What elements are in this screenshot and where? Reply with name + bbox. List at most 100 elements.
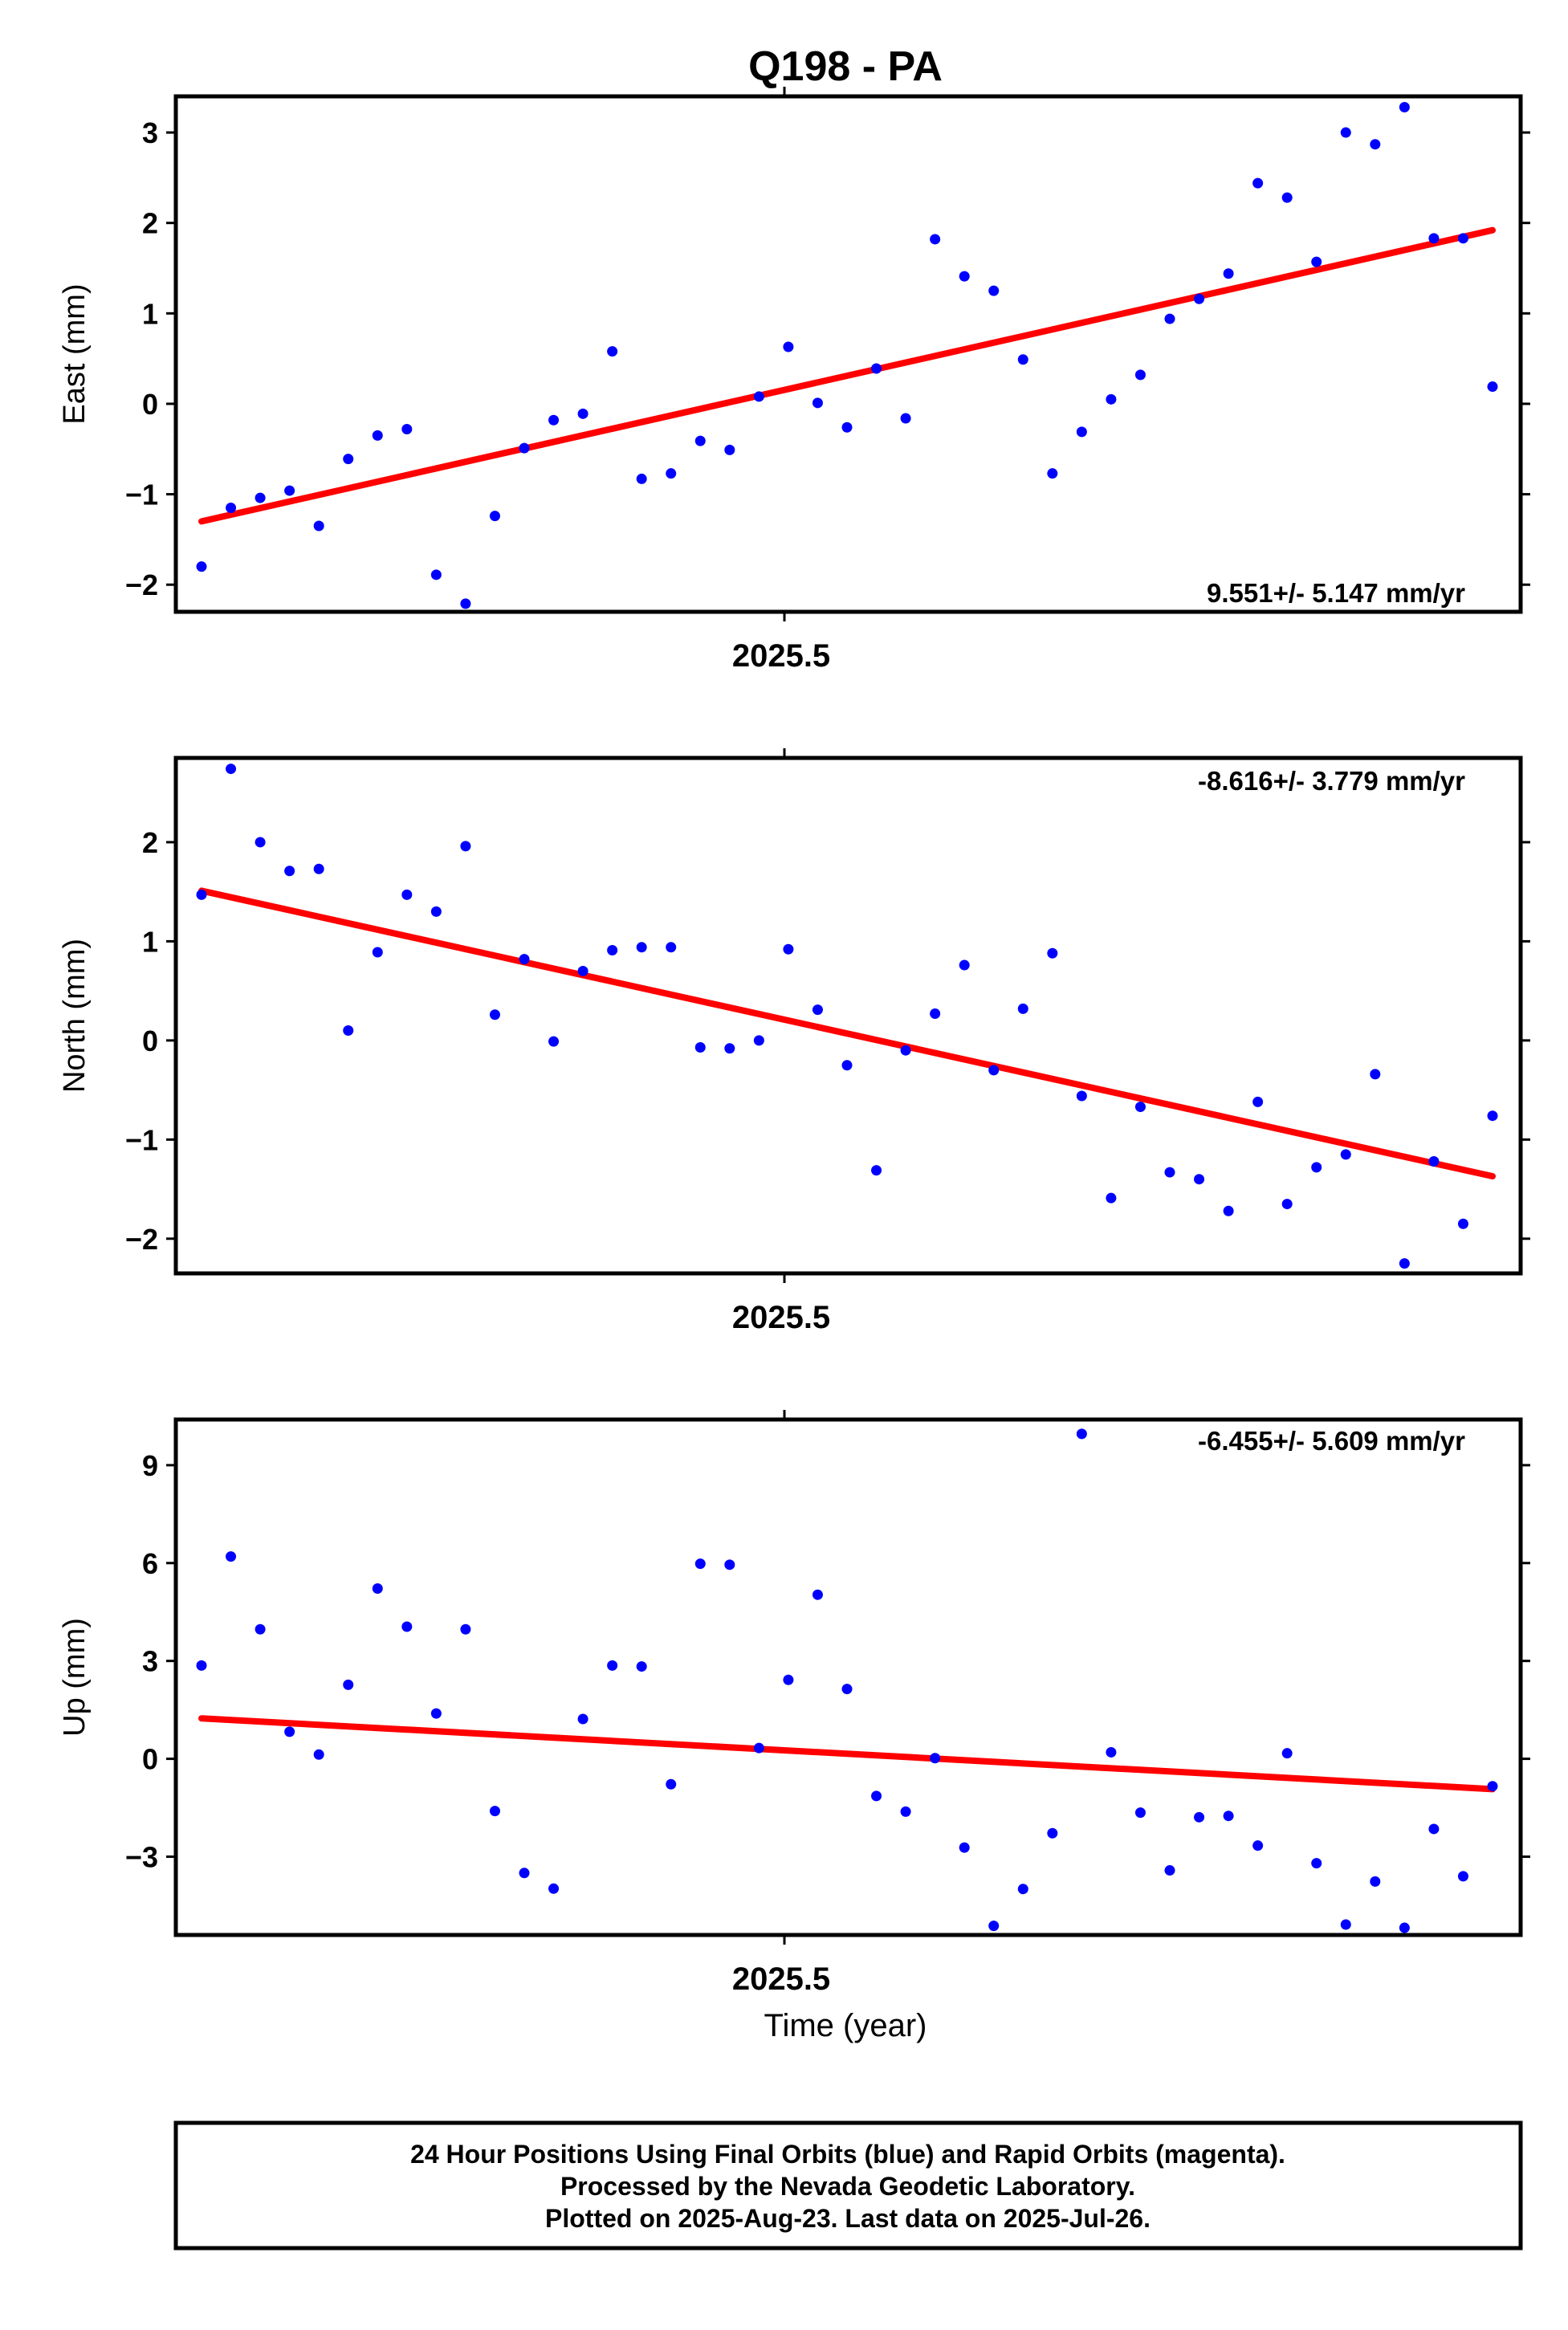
up-data-point: [1487, 1781, 1498, 1792]
up-data-point: [900, 1806, 911, 1817]
north-data-point: [607, 945, 618, 956]
north-trend-line: [198, 887, 1496, 1180]
north-y-tick-label: 2: [142, 826, 158, 859]
up-data-point: [226, 1551, 237, 1562]
east-data-point: [372, 430, 383, 441]
north-data-point: [313, 863, 324, 874]
north-data-point: [900, 1045, 911, 1056]
up-data-point: [401, 1621, 413, 1632]
up-data-point: [313, 1749, 324, 1760]
north-data-point: [577, 965, 589, 976]
east-x-tick-label: 2025.5: [732, 638, 830, 674]
north-data-point: [196, 889, 207, 900]
up-y-tick-label: −3: [125, 1840, 158, 1873]
up-data-point: [724, 1559, 735, 1570]
up-data-point: [255, 1623, 266, 1635]
east-data-point: [226, 502, 237, 513]
east-data-point: [1428, 233, 1440, 244]
east-data-point: [284, 485, 295, 496]
up-data-point: [1340, 1919, 1351, 1930]
east-data-point: [666, 468, 677, 479]
up-y-tick-label: 0: [142, 1743, 158, 1776]
north-data-point: [1428, 1155, 1440, 1167]
up-data-point: [753, 1742, 764, 1754]
north-rate-label: -8.616+/- 3.779 mm/yr: [1198, 766, 1465, 796]
east-data-point: [1164, 313, 1175, 324]
up-data-point: [1223, 1811, 1234, 1822]
up-data-point: [959, 1842, 970, 1853]
north-y-axis-label: North (mm): [58, 939, 92, 1093]
north-data-point: [226, 764, 237, 775]
north-data-point: [1370, 1069, 1381, 1080]
east-data-point: [519, 442, 530, 454]
north-y-tick-label: 1: [142, 925, 158, 958]
east-data-point: [694, 435, 706, 446]
east-data-point: [1017, 354, 1028, 365]
up-data-point: [430, 1708, 442, 1719]
east-data-point: [1223, 268, 1234, 279]
north-data-point: [1399, 1258, 1410, 1269]
north-data-point: [1252, 1096, 1264, 1107]
north-data-point: [1106, 1192, 1117, 1204]
up-data-point: [783, 1674, 794, 1685]
north-data-point: [812, 1004, 823, 1016]
east-data-point: [343, 454, 354, 465]
north-data-point: [1164, 1167, 1175, 1178]
footer-line-3: Plotted on 2025-Aug-23. Last data on 202…: [545, 2204, 1151, 2233]
north-data-point: [988, 1065, 1000, 1076]
up-y-axis-label: Up (mm): [58, 1618, 92, 1737]
north-data-point: [930, 1008, 941, 1020]
up-data-point: [343, 1679, 354, 1690]
up-data-point: [489, 1806, 500, 1817]
up-data-point: [1106, 1746, 1117, 1758]
east-trend-line: [198, 226, 1496, 525]
north-data-point: [489, 1009, 500, 1020]
up-data-point: [1047, 1827, 1058, 1839]
east-data-point: [900, 413, 911, 424]
north-data-point: [401, 889, 413, 900]
up-data-point: [1399, 1922, 1410, 1933]
up-data-point: [666, 1778, 677, 1790]
up-data-point: [1428, 1823, 1440, 1835]
up-data-point: [1281, 1748, 1293, 1759]
north-data-point: [548, 1036, 560, 1047]
east-data-point: [724, 444, 735, 455]
east-data-point: [1340, 127, 1351, 138]
east-data-point: [577, 408, 589, 419]
east-rate-label: 9.551+/- 5.147 mm/yr: [1207, 578, 1465, 608]
east-y-tick-label: 3: [142, 116, 158, 149]
up-data-point: [841, 1684, 853, 1695]
north-y-tick-label: 0: [142, 1024, 158, 1057]
east-data-point: [783, 341, 794, 352]
north-data-point: [724, 1043, 735, 1054]
north-data-point: [783, 943, 794, 955]
east-data-point: [1457, 233, 1468, 244]
up-data-point: [519, 1868, 530, 1879]
north-data-point: [1076, 1090, 1087, 1102]
east-data-point: [1281, 192, 1293, 203]
east-data-point: [636, 473, 647, 484]
north-data-point: [1134, 1102, 1146, 1113]
north-data-point: [1311, 1162, 1322, 1173]
east-data-point: [1134, 369, 1146, 381]
north-data-point: [255, 837, 266, 848]
east-data-point: [1194, 293, 1205, 304]
north-data-point: [1047, 947, 1058, 959]
north-data-point: [1223, 1205, 1234, 1216]
north-plot-frame: [173, 756, 1523, 1276]
east-y-tick-label: −2: [125, 568, 158, 601]
north-data-point: [694, 1042, 706, 1053]
east-data-point: [753, 391, 764, 402]
east-data-point: [812, 397, 823, 409]
east-data-point: [1311, 256, 1322, 267]
up-data-point: [694, 1558, 706, 1570]
east-data-point: [1370, 139, 1381, 150]
north-data-point: [1281, 1199, 1293, 1210]
north-x-tick-label: 2025.5: [732, 1300, 830, 1335]
up-panel: Up (mm) 2025.5 Time (year) -6.455+/- 5.6…: [58, 1410, 1530, 2043]
north-data-point: [284, 866, 295, 877]
east-data-point: [313, 520, 324, 532]
north-data-point: [1194, 1174, 1205, 1185]
up-data-point: [1194, 1811, 1205, 1823]
east-y-tick-label: −1: [125, 479, 158, 511]
